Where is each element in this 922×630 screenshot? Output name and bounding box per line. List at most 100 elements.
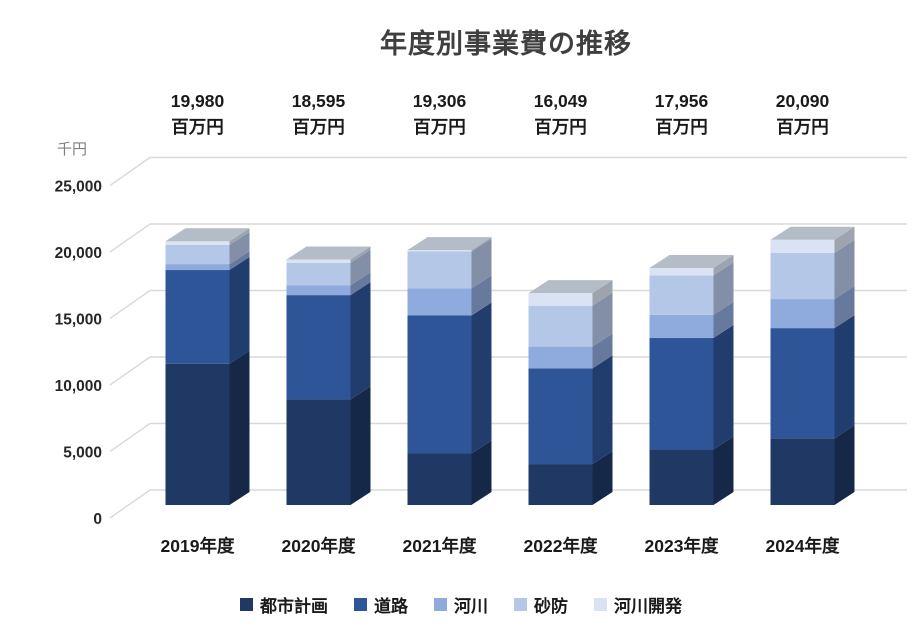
legend-item-toshikeikaku: 都市計画	[240, 592, 328, 617]
y-tick-label: 25,000	[55, 179, 102, 196]
total-value: 17,956	[654, 91, 709, 111]
legend-label: 河川開発	[614, 597, 682, 616]
legend-swatch	[594, 598, 607, 611]
bar-segment-front	[649, 314, 714, 339]
bar-segment-side	[834, 315, 855, 439]
y-tick-label: 10,000	[55, 378, 102, 395]
gridline	[109, 223, 907, 253]
bar-segment-front	[770, 252, 835, 300]
bar-segment-front	[770, 328, 835, 439]
legend-swatch	[354, 598, 367, 611]
bar-segment-side	[592, 292, 613, 347]
bar-segment-front	[286, 295, 351, 400]
legend-label: 都市計画	[260, 597, 328, 616]
bar-top-face	[407, 237, 492, 251]
chart-title: 年度別事業費の推移	[380, 29, 632, 59]
x-axis-labels: 2019年度 2020年度 2021年度 2022年度 2023年度 2024年…	[137, 533, 863, 558]
bar-top-face	[286, 246, 371, 260]
x-axis-label: 2020年度	[281, 536, 356, 556]
total-unit: 百万円	[655, 117, 708, 138]
legend-swatch	[514, 598, 527, 611]
bar-segment-side	[592, 355, 613, 465]
bar-segment-side	[834, 425, 855, 505]
total-value: 19,306	[412, 91, 467, 111]
bar-segment-side	[229, 350, 250, 505]
bar-total-label: 18,595 百万円	[258, 88, 379, 141]
y-tick-label: 15,000	[55, 312, 102, 329]
bar-segment-front	[286, 259, 351, 263]
bar-segment-front	[407, 251, 472, 289]
bar-segment-front	[528, 293, 593, 306]
legend-item-sabo: 砂防	[514, 592, 568, 617]
bar	[286, 246, 371, 505]
bar-top-face	[165, 228, 250, 242]
legend-label: 砂防	[534, 597, 568, 616]
total-unit: 百万円	[171, 117, 224, 138]
total-unit: 百万円	[534, 117, 587, 138]
bar-segment-side	[350, 282, 371, 400]
bar-segment-side	[713, 325, 734, 450]
bar-segment-side	[229, 257, 250, 364]
bar-top-face	[770, 226, 855, 240]
bar-segment-side	[229, 228, 250, 245]
bar-segment-side	[350, 386, 371, 505]
x-axis-label: 2023年度	[644, 536, 719, 556]
bar-total-label: 17,956 百万円	[621, 88, 742, 141]
x-axis-label: 2019年度	[160, 536, 235, 556]
bar-segment-front	[649, 449, 714, 505]
bar-segment-side	[592, 451, 613, 505]
x-axis-label: 2024年度	[765, 536, 840, 556]
bar	[407, 237, 492, 505]
bar-segment-side	[713, 262, 734, 315]
bar-segment-front	[165, 264, 230, 271]
bar-segment-front	[165, 241, 230, 245]
y-tick-label: 20,000	[55, 245, 102, 262]
bar-segment-side	[592, 333, 613, 369]
bar-segment-front	[649, 275, 714, 315]
total-value: 16,049	[533, 91, 588, 111]
bar-segment-side	[834, 226, 855, 253]
y-axis-unit-label: 千円	[57, 141, 88, 158]
bar-segment-side	[713, 436, 734, 505]
bar-segment-front	[165, 363, 230, 505]
bar-segment-front	[528, 368, 593, 465]
totals-row: 19,980 百万円 18,595 百万円 19,306 百万円 16,049 …	[137, 88, 863, 141]
legend-swatch	[240, 598, 253, 611]
bar	[649, 254, 734, 505]
bar-segment-side	[350, 246, 371, 263]
bar-segment-front	[165, 244, 230, 265]
bar-segment-front	[165, 270, 230, 364]
bar-segment-front	[286, 399, 351, 505]
bar-segment-front	[649, 338, 714, 450]
legend-label: 河川	[454, 597, 488, 616]
bar-segment-side	[592, 280, 613, 306]
bar-segment-front	[528, 305, 593, 347]
bar-total-label: 20,090 百万円	[742, 88, 863, 141]
bar-segment-side	[471, 302, 492, 454]
bar-segment-side	[471, 237, 492, 252]
x-axis-label: 2022年度	[523, 536, 598, 556]
gridline	[109, 156, 907, 187]
bar-segment-front	[286, 285, 351, 296]
legend: 都市計画 道路 河川 砂防 河川開発	[0, 592, 922, 617]
bar-segment-front	[407, 288, 472, 316]
y-tick-label: 5,000	[63, 445, 102, 462]
bar-segment-front	[407, 250, 472, 252]
legend-item-kasen: 河川	[434, 592, 488, 617]
bar-segment-front	[407, 315, 472, 454]
bar-segment-front	[770, 239, 835, 253]
total-unit: 百万円	[413, 117, 466, 138]
bar-segment-side	[834, 239, 855, 300]
total-value: 18,595	[291, 91, 346, 111]
bar-total-label: 19,980 百万円	[137, 88, 258, 141]
bar-segment-front	[407, 453, 472, 505]
legend-swatch	[434, 598, 447, 611]
legend-label: 道路	[374, 597, 408, 616]
bar	[528, 280, 613, 505]
bar-segment-side	[229, 251, 250, 271]
bar-segment-side	[713, 301, 734, 339]
bar-segment-side	[471, 238, 492, 289]
x-axis-label: 2021年度	[402, 536, 477, 556]
